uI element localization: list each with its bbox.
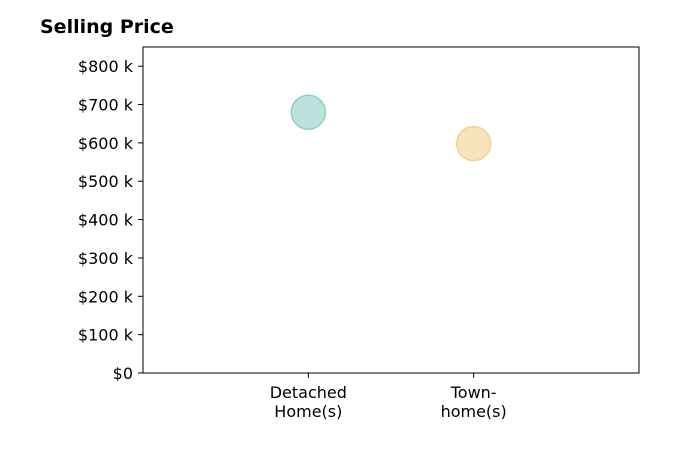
y-tick-label: $800 k	[78, 57, 134, 76]
data-point	[290, 94, 327, 130]
y-tick-label: $200 k	[78, 287, 134, 306]
y-tick-label: $400 k	[78, 211, 134, 230]
y-tick-label: $500 k	[78, 172, 134, 191]
chart-title: Selling Price	[40, 16, 174, 38]
y-tick-label: $0	[113, 364, 133, 383]
plot-frame	[142, 46, 640, 374]
x-tick-label: Detached Home(s)	[270, 383, 347, 421]
y-tick-label: $300 k	[78, 249, 134, 268]
y-tick-label: $100 k	[78, 326, 134, 345]
y-tick-label: $600 k	[78, 134, 134, 153]
y-axis: $0 $100 k $200 k $300 k $400 k $500 k $600 k $7…	[78, 57, 143, 383]
y-tick-label: $700 k	[78, 96, 134, 115]
data-point	[455, 125, 492, 162]
data-points	[290, 94, 492, 162]
x-axis: Detached Home(s) Town-home(s)	[270, 373, 507, 421]
x-tick-label: Town-home(s)	[441, 383, 507, 421]
